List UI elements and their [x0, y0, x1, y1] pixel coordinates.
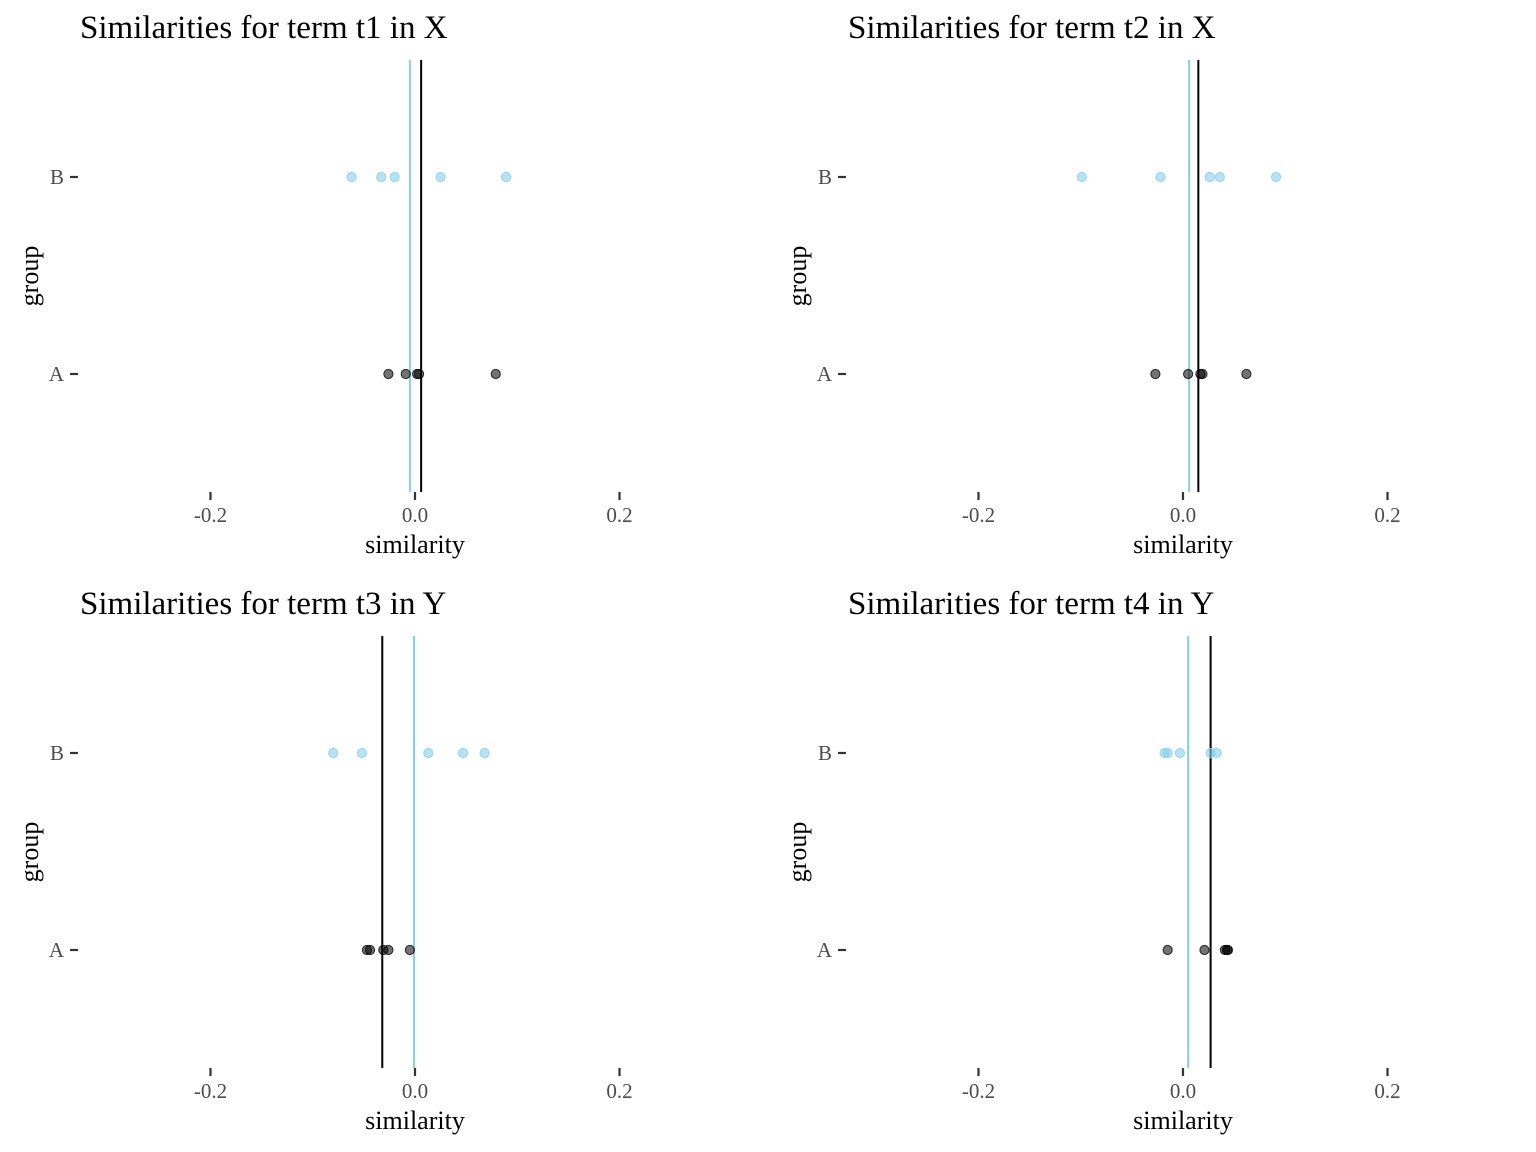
- data-point-b: [1076, 171, 1087, 183]
- data-point-b: [457, 747, 469, 759]
- data-point-b: [435, 171, 446, 183]
- data-point-a: [1150, 368, 1161, 380]
- data-point-b: [376, 171, 387, 183]
- x-tick-label: 0.2: [606, 1079, 632, 1103]
- data-point-a: [1183, 368, 1194, 380]
- data-point-a: [1162, 944, 1173, 956]
- data-point-b: [356, 747, 367, 759]
- chart-panel: Similarities for term t1 in X A B -0.2 0.0 0.…: [15, 10, 633, 559]
- y-axis-title: group: [783, 246, 812, 307]
- data-point-b: [1174, 747, 1186, 759]
- x-tick-label: 0.0: [1170, 1079, 1196, 1103]
- data-point-b: [1211, 747, 1222, 759]
- x-tick-label: 0.2: [1374, 503, 1400, 527]
- x-axis-title: similarity: [365, 1106, 465, 1135]
- y-axis-title: group: [15, 822, 44, 883]
- x-tick-label: -0.2: [962, 503, 995, 527]
- data-point-a: [1222, 944, 1234, 956]
- y-tick-label: B: [50, 165, 64, 189]
- data-point-b: [389, 171, 400, 183]
- y-tick-label: A: [49, 362, 65, 386]
- x-tick-label: -0.2: [194, 1079, 227, 1103]
- data-point-b: [423, 747, 434, 759]
- data-point-a: [413, 368, 425, 380]
- x-tick-label: 0.0: [1170, 503, 1196, 527]
- data-point-a: [400, 368, 411, 380]
- data-point-b: [346, 171, 357, 183]
- chart-panel: Similarities for term t2 in X A B -0.2 0.0 0.…: [783, 10, 1401, 559]
- x-axis-title: similarity: [365, 530, 465, 559]
- data-point-b: [500, 171, 512, 183]
- y-axis-title: group: [783, 822, 812, 883]
- chart-title: Similarities for term t3 in Y: [80, 586, 446, 622]
- data-point-b: [328, 747, 339, 759]
- x-axis-title: similarity: [1133, 1106, 1233, 1135]
- x-tick-label: 0.0: [402, 503, 428, 527]
- chart-title: Similarities for term t1 in X: [80, 10, 448, 46]
- chart-panel: Similarities for term t4 in Y A B -0.2 0.0 0.…: [783, 586, 1401, 1135]
- x-tick-label: -0.2: [194, 503, 227, 527]
- data-point-a: [383, 368, 394, 380]
- y-tick-label: B: [50, 741, 64, 765]
- data-point-a: [490, 368, 501, 380]
- chart-title: Similarities for term t2 in X: [848, 10, 1216, 46]
- x-tick-label: 0.2: [606, 503, 632, 527]
- data-point-b: [1214, 171, 1225, 183]
- data-point-b: [1270, 171, 1282, 183]
- data-point-a: [383, 944, 394, 956]
- data-point-b: [1162, 747, 1173, 759]
- chart-panel: Similarities for term t3 in Y A B -0.2 0.0 0.…: [15, 586, 633, 1135]
- data-point-b: [1204, 171, 1215, 183]
- data-point-a: [1197, 368, 1208, 380]
- x-tick-label: 0.0: [402, 1079, 428, 1103]
- data-point-a: [1241, 368, 1252, 380]
- data-point-a: [364, 944, 376, 956]
- data-point-b: [1155, 171, 1166, 183]
- y-tick-label: B: [818, 165, 832, 189]
- data-point-a: [404, 944, 415, 956]
- y-tick-label: A: [817, 938, 833, 962]
- data-point-b: [479, 747, 490, 759]
- data-point-a: [1199, 944, 1210, 956]
- y-axis-title: group: [15, 246, 44, 307]
- y-tick-label: A: [817, 362, 833, 386]
- chart-title: Similarities for term t4 in Y: [848, 586, 1214, 622]
- y-tick-label: A: [49, 938, 65, 962]
- x-tick-label: -0.2: [962, 1079, 995, 1103]
- x-tick-label: 0.2: [1374, 1079, 1400, 1103]
- x-axis-title: similarity: [1133, 530, 1233, 559]
- y-tick-label: B: [818, 741, 832, 765]
